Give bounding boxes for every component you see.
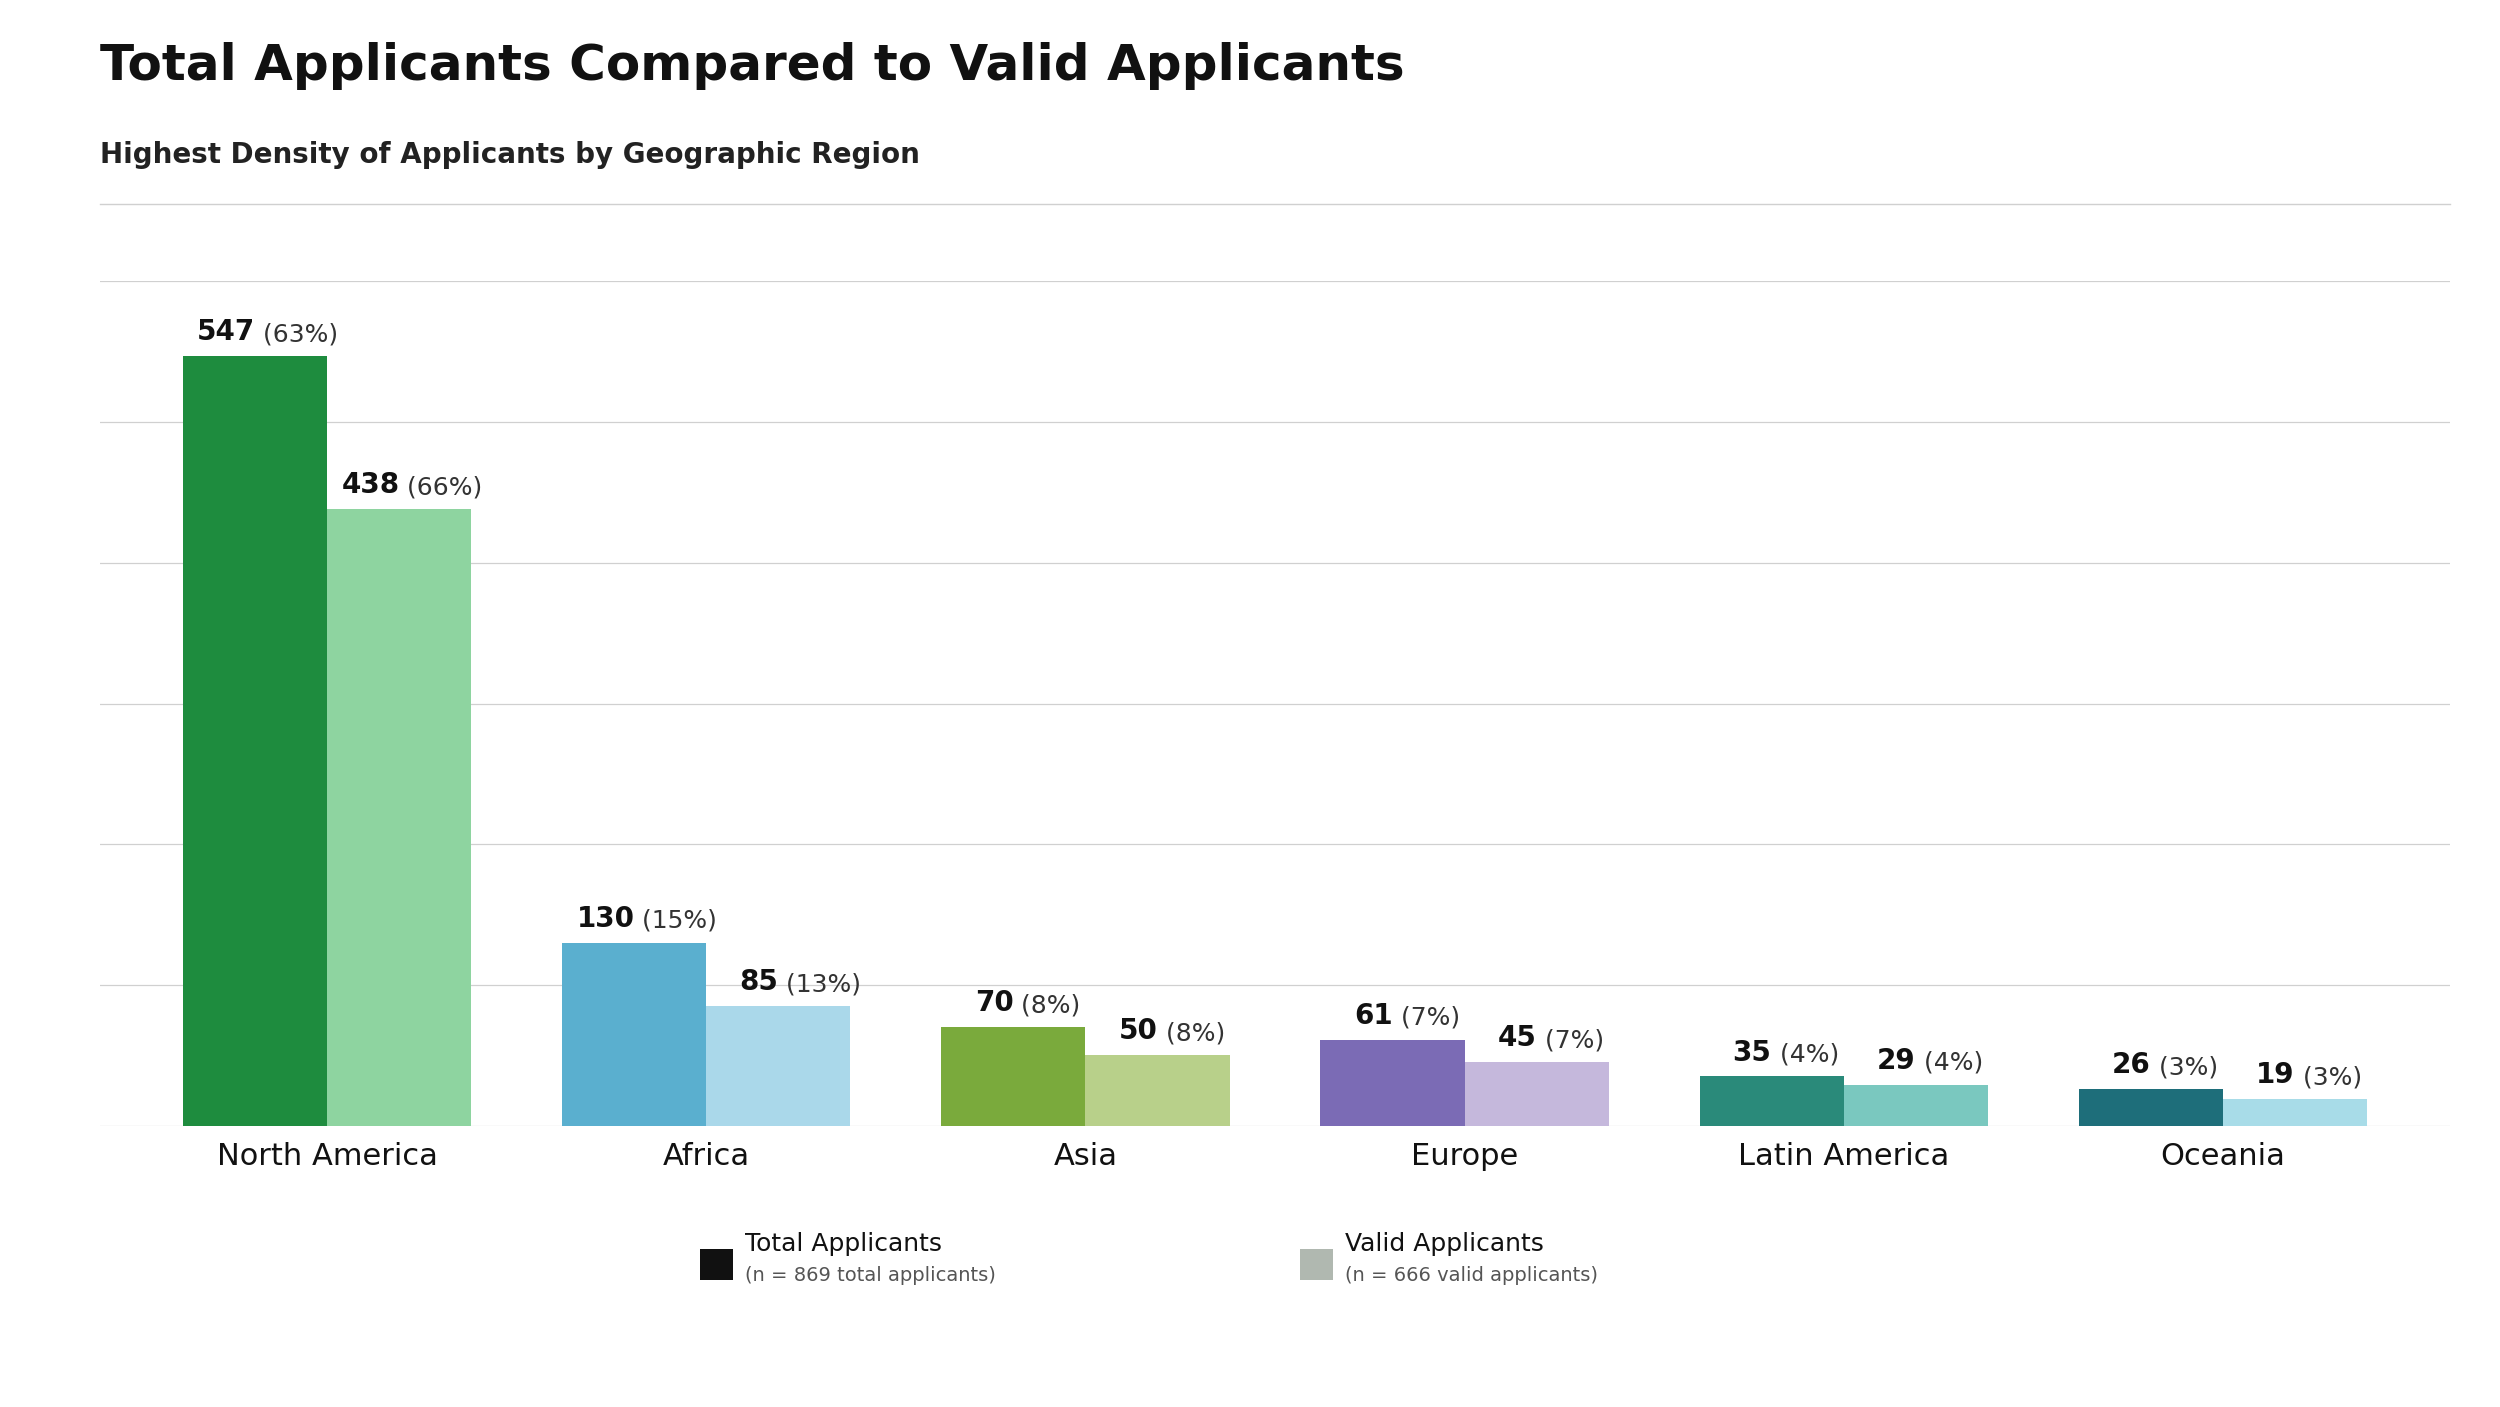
- Text: (4%): (4%): [1915, 1051, 1982, 1075]
- Text: (3%): (3%): [2150, 1055, 2218, 1079]
- Text: 130: 130: [578, 905, 635, 933]
- Bar: [562, 943, 707, 1126]
- Bar: [182, 356, 328, 1126]
- Text: 61: 61: [1355, 1002, 1392, 1030]
- Text: 26: 26: [2112, 1051, 2150, 1079]
- Text: (n = 869 total applicants): (n = 869 total applicants): [745, 1265, 995, 1285]
- Bar: [328, 509, 472, 1126]
- Text: 35: 35: [1732, 1038, 1772, 1067]
- Text: (15%): (15%): [635, 909, 717, 933]
- Text: Total Applicants: Total Applicants: [745, 1233, 942, 1256]
- Text: (n = 666 valid applicants): (n = 666 valid applicants): [1345, 1265, 1598, 1285]
- Text: (13%): (13%): [778, 972, 862, 996]
- Bar: [1700, 1076, 1842, 1126]
- Bar: [2078, 1089, 2222, 1126]
- Text: (8%): (8%): [1013, 993, 1080, 1017]
- Text: Highest Density of Applicants by Geographic Region: Highest Density of Applicants by Geograp…: [100, 141, 920, 169]
- Text: (7%): (7%): [1393, 1006, 1460, 1030]
- Text: 45: 45: [1498, 1024, 1538, 1052]
- Text: (4%): (4%): [1772, 1043, 1840, 1067]
- Bar: [1085, 1055, 1230, 1126]
- Text: (66%): (66%): [400, 476, 482, 499]
- Bar: [2222, 1099, 2368, 1126]
- Text: (63%): (63%): [255, 322, 338, 346]
- Text: 50: 50: [1118, 1017, 1158, 1045]
- Text: (7%): (7%): [1538, 1029, 1602, 1052]
- Text: (8%): (8%): [1158, 1021, 1225, 1045]
- Text: 29: 29: [1878, 1047, 1915, 1075]
- Text: 547: 547: [198, 318, 255, 346]
- Text: Valid Applicants: Valid Applicants: [1345, 1233, 1545, 1256]
- Bar: [1842, 1085, 1988, 1126]
- Bar: [1465, 1062, 1608, 1126]
- Text: 438: 438: [342, 471, 400, 499]
- Bar: [1320, 1040, 1465, 1126]
- Bar: [707, 1006, 850, 1126]
- Text: 85: 85: [740, 968, 778, 996]
- Bar: [942, 1027, 1085, 1126]
- Text: Total Applicants Compared to Valid Applicants: Total Applicants Compared to Valid Appli…: [100, 42, 1405, 90]
- Text: 19: 19: [2255, 1061, 2295, 1089]
- Text: (3%): (3%): [2295, 1065, 2362, 1089]
- Text: 70: 70: [975, 989, 1012, 1017]
